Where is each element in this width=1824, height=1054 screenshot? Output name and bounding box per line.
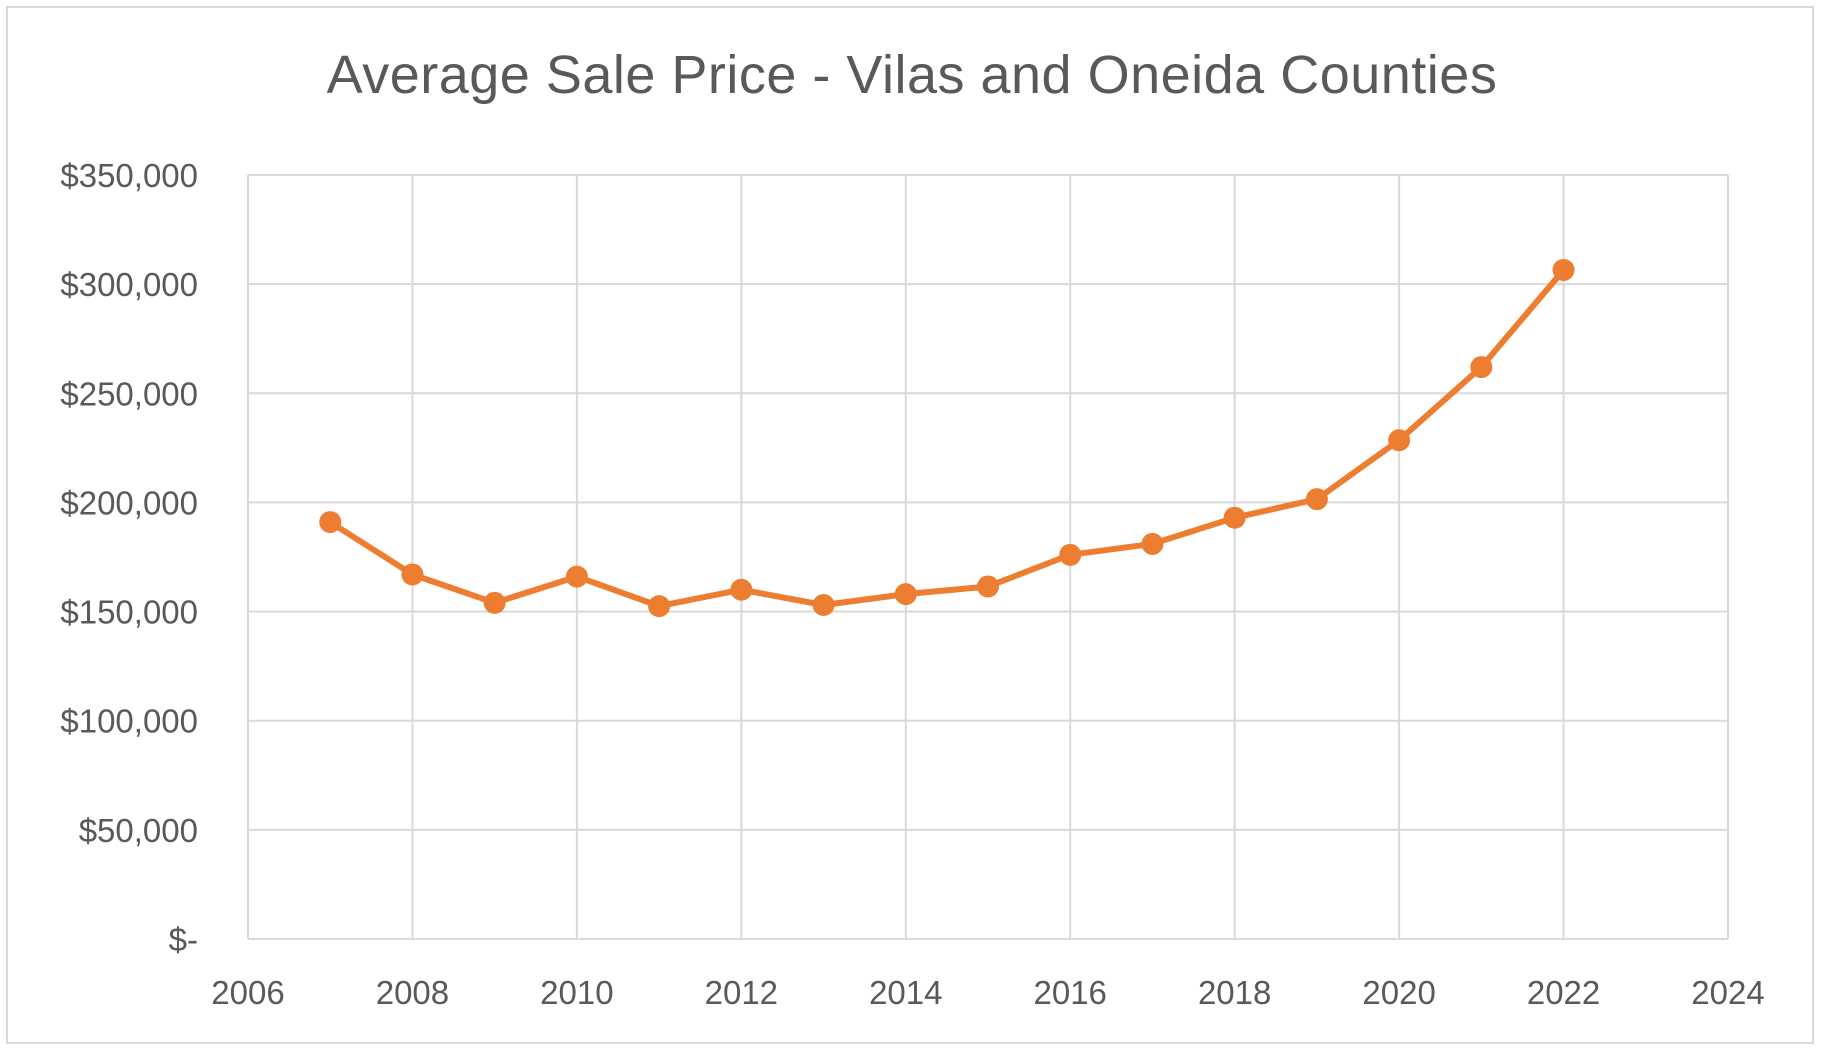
x-tick-label: 2012: [705, 974, 778, 1011]
x-tick-label: 2014: [869, 974, 942, 1011]
data-point: [1141, 532, 1164, 555]
y-tick-label: $200,000: [60, 484, 198, 521]
x-tick-label: 2010: [540, 974, 613, 1011]
gridlines: [248, 174, 1729, 939]
data-point: [319, 511, 342, 534]
series-average-sale-price: [319, 258, 1575, 618]
data-point: [401, 563, 424, 586]
chart-frame: [6, 6, 1814, 1044]
y-tick-label: $250,000: [60, 375, 198, 412]
data-point: [894, 583, 917, 606]
x-tick-label: 2016: [1034, 974, 1107, 1011]
data-point: [648, 595, 671, 618]
data-point: [1552, 258, 1575, 281]
data-point: [812, 594, 835, 617]
x-axis-tick-labels: 2006 2008 2010 2012 2014 2016 2018 2020 2022 2024: [211, 974, 1764, 1011]
y-tick-label: $-: [169, 921, 198, 958]
data-point: [483, 591, 506, 614]
x-tick-label: 2020: [1362, 974, 1435, 1011]
x-tick-label: 2018: [1198, 974, 1271, 1011]
axes: [247, 175, 1728, 940]
chart-title: Average Sale Price - Vilas and Oneida Co…: [326, 45, 1498, 105]
data-point: [1223, 506, 1246, 529]
x-tick-label: 2006: [211, 974, 284, 1011]
data-point: [1059, 543, 1082, 566]
data-point: [977, 575, 999, 598]
y-tick-label: $100,000: [60, 703, 198, 740]
x-tick-label: 2008: [376, 974, 449, 1011]
series-line: [327, 267, 1567, 610]
y-tick-label: $150,000: [60, 594, 198, 631]
data-point: [1388, 429, 1411, 452]
x-tick-label: 2024: [1691, 974, 1764, 1011]
y-tick-label: $350,000: [60, 157, 198, 194]
y-tick-label: $300,000: [60, 266, 198, 303]
data-point: [730, 578, 753, 601]
x-tick-label: 2022: [1527, 974, 1600, 1011]
y-tick-label: $50,000: [79, 812, 198, 849]
y-axis-tick-labels: $- $50,000 $100,000 $150,000 $200,000 $250,00…: [60, 157, 198, 958]
data-point: [1470, 356, 1493, 379]
data-point: [1305, 488, 1328, 511]
data-point: [565, 565, 588, 588]
